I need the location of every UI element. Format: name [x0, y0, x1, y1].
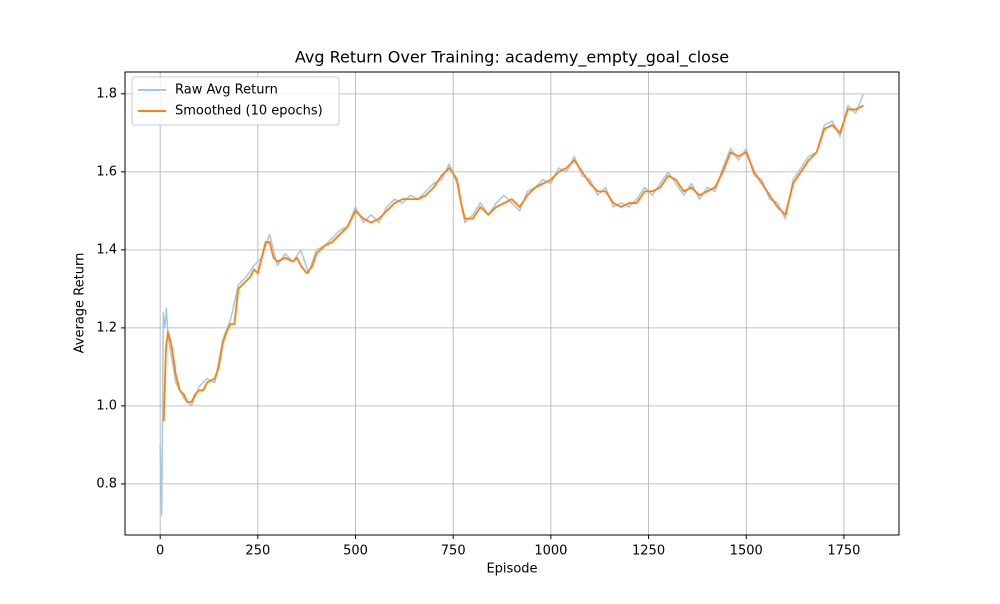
x-tick-label: 1750: [827, 544, 860, 559]
x-tick-label: 500: [343, 544, 368, 559]
x-tick-label: 1250: [632, 544, 665, 559]
y-axis-label: Average Return: [73, 253, 88, 354]
legend-label: Smoothed (10 epochs): [175, 104, 323, 119]
x-tick-label: 750: [441, 544, 466, 559]
y-tick-label: 1.2: [96, 320, 117, 335]
x-axis-label: Episode: [486, 562, 537, 577]
x-tick-label: 1000: [534, 544, 567, 559]
y-tick-label: 1.4: [96, 242, 117, 257]
data-line: [159, 93, 865, 516]
x-tick-label: 1500: [730, 544, 763, 559]
legend-label: Raw Avg Return: [175, 83, 278, 98]
y-tick-label: 0.8: [96, 476, 117, 491]
x-tick-label: 0: [156, 544, 164, 559]
y-tick-label: 1.6: [96, 164, 117, 179]
y-tick-label: 1.0: [96, 398, 117, 413]
legend: Raw Avg Return Smoothed (10 epochs): [131, 76, 340, 126]
y-tick-label: 1.8: [96, 86, 117, 101]
plot-frame: [124, 71, 900, 536]
x-tick-label: 250: [245, 544, 270, 559]
chart-title: Avg Return Over Training: academy_empty_…: [295, 48, 729, 68]
legend-box: [131, 76, 340, 126]
data-line: [162, 104, 864, 422]
